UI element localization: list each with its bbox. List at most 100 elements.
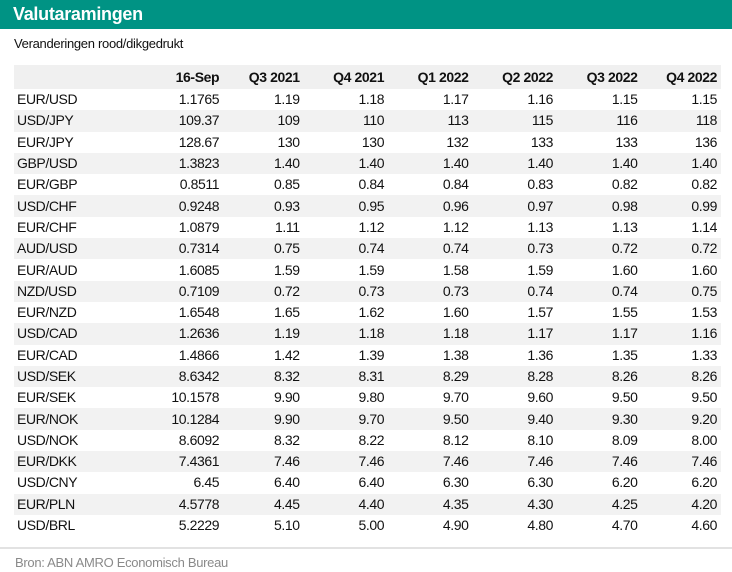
rate-cell: 1.16 <box>527 91 554 108</box>
rate-cell: 1.38 <box>442 346 469 363</box>
rate-cell: 0.8511 <box>179 176 220 193</box>
currency-pair: USD/CHF <box>17 197 77 214</box>
table-row: USD/BRL 5.2229 5.10 5.00 4.90 4.80 4.70 4.60 <box>14 515 721 536</box>
table-row: EUR/DKK 7.4361 7.46 7.46 7.46 7.46 7.46 7.46 <box>14 451 721 473</box>
rate-cell: 1.13 <box>527 218 554 235</box>
rate-cell: 1.3823 <box>178 155 220 172</box>
rate-cell: 1.19 <box>273 91 300 108</box>
rate-cell: 0.75 <box>691 282 717 299</box>
rate-cell: 1.58 <box>442 261 469 278</box>
currency-pair: USD/NOK <box>17 431 78 448</box>
rate-cell: 8.00 <box>691 431 717 448</box>
table-row: USD/CHF 0.9248 0.93 0.95 0.96 0.97 0.98 0.99 <box>14 195 721 217</box>
rate-cell: 1.18 <box>358 91 385 108</box>
rate-cell: 0.72 <box>273 282 300 299</box>
rate-cell: 0.84 <box>358 176 385 193</box>
rate-cell: 130 <box>277 133 300 150</box>
rate-cell: 4.60 <box>691 517 717 534</box>
column-header: Q2 2022 <box>502 68 554 85</box>
table-row: USD/SEK 8.6342 8.32 8.31 8.29 8.28 8.26 8.26 <box>14 365 721 388</box>
rate-cell: 8.28 <box>527 368 554 384</box>
table-row: USD/CNY 6.45 6.40 6.40 6.30 6.30 6.20 6.20 <box>14 472 721 493</box>
rate-cell: 116 <box>616 112 638 129</box>
table-row: EUR/PLN 4.5778 4.45 4.40 4.35 4.30 4.25 4.20 <box>14 493 721 515</box>
rate-cell: 7.46 <box>442 453 469 470</box>
rate-cell: 0.83 <box>527 176 554 193</box>
rate-cell: 9.50 <box>442 410 469 427</box>
table-row: AUD/USD 0.7314 0.75 0.74 0.74 0.73 0.72 0.72 <box>14 238 721 260</box>
rate-cell: 0.93 <box>273 197 300 214</box>
currency-pair: USD/BRL <box>17 517 75 534</box>
rate-cell: 1.36 <box>527 346 554 363</box>
rate-cell: 0.74 <box>527 282 554 299</box>
rate-cell: 0.74 <box>442 240 469 257</box>
column-header: Q3 2022 <box>586 68 638 85</box>
rate-cell: 8.10 <box>527 431 554 448</box>
rate-cell: 0.85 <box>273 176 300 193</box>
rate-cell: 1.17 <box>611 325 638 342</box>
rate-cell: 1.35 <box>611 346 638 363</box>
rate-cell: 1.59 <box>527 261 554 278</box>
column-header: 16-Sep <box>175 68 220 85</box>
currency-pair: GBP/USD <box>17 155 78 172</box>
currency-pair: EUR/DKK <box>17 453 77 470</box>
rate-cell: 0.95 <box>358 197 385 214</box>
rate-cell: 1.1765 <box>178 91 220 108</box>
rate-cell: 4.45 <box>273 495 300 512</box>
currency-pair: EUR/AUD <box>17 261 78 278</box>
rate-cell: 1.39 <box>358 346 385 363</box>
rate-cell: 0.7109 <box>178 282 220 299</box>
rate-cell: 1.40 <box>273 155 300 172</box>
rate-cell: 1.57 <box>527 304 554 321</box>
page-title: Valutaramingen <box>13 4 143 24</box>
rate-cell: 113 <box>447 112 469 129</box>
rate-cell: 136 <box>694 133 718 150</box>
rate-cell: 8.26 <box>691 368 717 384</box>
currency-pair: EUR/USD <box>17 91 78 108</box>
currency-pair: NZD/USD <box>17 282 77 299</box>
rate-cell: 4.35 <box>442 495 469 512</box>
rate-cell: 7.46 <box>611 453 638 470</box>
rate-cell: 9.50 <box>611 389 638 406</box>
rate-cell: 1.17 <box>442 91 469 108</box>
rate-cell: 8.6342 <box>178 368 220 384</box>
table-row: EUR/SEK 10.1578 9.90 9.80 9.70 9.60 9.50 9.50 <box>14 387 721 408</box>
rate-cell: 1.18 <box>358 325 385 342</box>
rate-cell: 6.40 <box>273 474 300 491</box>
rate-cell: 1.40 <box>611 155 638 172</box>
rate-cell: 5.2229 <box>178 517 220 534</box>
rate-cell: 1.18 <box>442 325 469 342</box>
table-header-row: 16-Sep Q3 2021 Q4 2021 Q1 2022 Q2 2022 Q3 202… <box>14 65 721 89</box>
rate-cell: 1.33 <box>691 346 717 363</box>
currency-pair: USD/CAD <box>17 325 78 342</box>
rate-cell: 4.40 <box>358 495 385 512</box>
rate-cell: 0.74 <box>358 240 385 257</box>
rate-cell: 0.72 <box>611 240 638 257</box>
rate-cell: 6.40 <box>358 474 385 491</box>
table-row: USD/JPY 109.37 109 110 113 115 116 118 <box>14 110 721 132</box>
rate-cell: 1.42 <box>273 346 300 363</box>
divider <box>0 547 732 549</box>
rate-cell: 1.14 <box>691 218 717 235</box>
rate-cell: 110 <box>362 112 385 129</box>
rate-cell: 109 <box>277 112 300 129</box>
rate-cell: 7.4361 <box>178 453 220 470</box>
currency-pair: EUR/PLN <box>17 495 75 512</box>
table-row: EUR/CAD 1.4866 1.42 1.39 1.38 1.36 1.35 1.33 <box>14 345 721 366</box>
rate-cell: 4.90 <box>442 517 469 534</box>
rate-cell: 8.29 <box>442 368 469 384</box>
rate-cell: 1.59 <box>358 261 385 278</box>
rate-cell: 4.30 <box>527 495 554 512</box>
column-header: Q4 2021 <box>333 68 385 85</box>
rate-cell: 115 <box>531 112 554 129</box>
rate-cell: 5.10 <box>273 517 300 534</box>
rate-cell: 133 <box>615 133 638 150</box>
currency-pair: EUR/JPY <box>17 133 74 150</box>
rate-cell: 4.80 <box>527 517 554 534</box>
table-row: GBP/USD 1.3823 1.40 1.40 1.40 1.40 1.40 1.40 <box>14 152 721 175</box>
rate-cell: 1.11 <box>275 218 300 235</box>
rate-cell: 0.72 <box>691 240 717 257</box>
rate-cell: 1.6085 <box>178 261 220 278</box>
rate-cell: 1.40 <box>358 155 385 172</box>
rate-cell: 1.40 <box>527 155 554 172</box>
